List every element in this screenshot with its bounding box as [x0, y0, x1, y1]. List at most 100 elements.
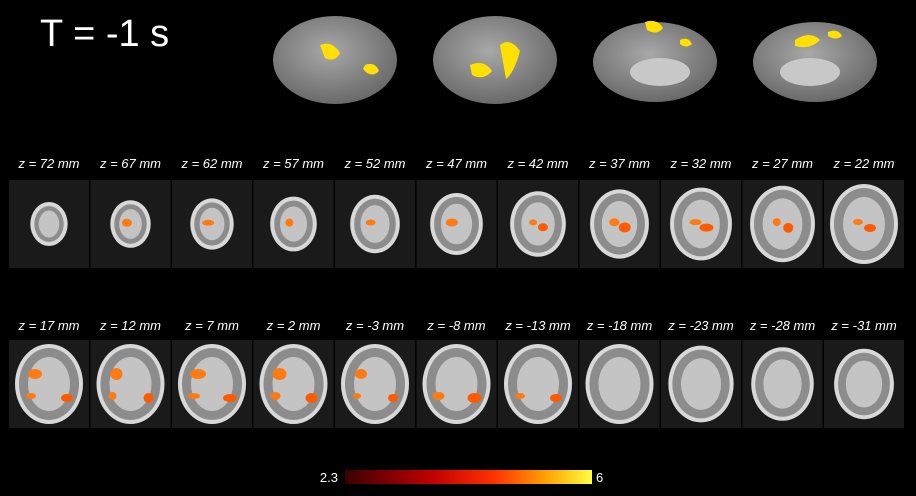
surface-renders [273, 16, 877, 104]
activation [445, 218, 458, 227]
activation [432, 392, 445, 400]
activation [26, 393, 36, 399]
slice [9, 180, 89, 268]
activation [783, 222, 794, 233]
slice [416, 340, 497, 428]
activation [143, 393, 154, 403]
slice-label: z = 2 mm [266, 318, 321, 333]
white-matter [360, 205, 390, 243]
activation [202, 219, 215, 226]
activation [61, 394, 73, 402]
white-matter [763, 359, 802, 409]
slice-label: z = -28 mm [749, 318, 816, 333]
activation [609, 218, 620, 227]
slice-label: z = 27 mm [751, 156, 813, 171]
white-matter [517, 357, 559, 411]
activation [188, 393, 200, 399]
slice-label: z = 37 mm [588, 156, 650, 171]
slice [253, 180, 334, 268]
activation [537, 223, 548, 232]
white-matter [272, 357, 315, 411]
activation [467, 393, 482, 403]
slice-label: z = -23 mm [667, 318, 734, 333]
colorbar-min: 2.3 [320, 470, 338, 485]
slice-label: z = -18 mm [586, 318, 653, 333]
activation [699, 223, 714, 232]
activation [864, 224, 876, 232]
slice-label: z = 67 mm [99, 156, 161, 171]
activation [689, 219, 702, 226]
slice [335, 180, 415, 268]
slice [172, 180, 252, 268]
white-matter [279, 206, 308, 242]
white-matter [354, 357, 396, 411]
activation [270, 392, 281, 400]
slice [824, 180, 904, 268]
slice [661, 340, 741, 428]
white-matter [845, 360, 883, 408]
white-matter [680, 358, 722, 410]
activation [529, 219, 538, 226]
slice [498, 180, 578, 268]
slice-label: z = 12 mm [99, 318, 161, 333]
slice-label: z = -3 mm [345, 318, 404, 333]
slice [90, 340, 171, 428]
white-matter [28, 357, 70, 411]
slice [416, 180, 497, 268]
activation [618, 222, 631, 233]
activation [110, 368, 123, 380]
activation [190, 369, 206, 379]
white-matter [762, 198, 803, 250]
white-matter [521, 202, 555, 246]
slice-label: z = -31 mm [830, 318, 897, 333]
activation [853, 219, 863, 225]
white-matter [191, 357, 233, 411]
activation [272, 368, 287, 380]
slice-label: z = 52 mm [343, 156, 405, 171]
slice-label: z = 32 mm [669, 156, 731, 171]
slice [498, 340, 578, 428]
colorbar-gradient [345, 470, 592, 484]
white-matter [38, 210, 60, 238]
slice-label: z = 72 mm [17, 156, 79, 171]
white-matter [598, 357, 641, 411]
slice [579, 340, 660, 428]
slice-label: z = 47 mm [425, 156, 487, 171]
slice-label: z = -8 mm [426, 318, 485, 333]
slice [90, 180, 171, 268]
slice-label: z = 17 mm [17, 318, 79, 333]
activation [772, 218, 781, 227]
white-matter [601, 201, 638, 247]
slice [824, 340, 904, 428]
slice [253, 340, 334, 428]
white-matter [109, 357, 152, 411]
activation [550, 394, 562, 402]
colorbar-max: 6 [596, 470, 603, 485]
slice-label: z = 7 mm [184, 318, 239, 333]
slice-label: z = 57 mm [262, 156, 324, 171]
activation [388, 394, 398, 402]
white-matter [843, 197, 885, 251]
activation [285, 218, 294, 227]
activation [108, 392, 117, 400]
slice [172, 340, 252, 428]
colorbar: 2.3 6 [320, 470, 603, 485]
slice [9, 340, 89, 428]
slice-label: z = 42 mm [506, 156, 568, 171]
slice-label: z = -13 mm [504, 318, 571, 333]
activation [305, 393, 318, 403]
slice-label: z = 22 mm [832, 156, 894, 171]
activation [355, 369, 367, 379]
activation [365, 219, 376, 226]
slice [742, 340, 823, 428]
slice [579, 180, 660, 268]
white-matter [682, 199, 720, 249]
activation [353, 393, 361, 399]
activation [515, 393, 525, 399]
slice [335, 340, 415, 428]
slice-label: z = 62 mm [180, 156, 242, 171]
slice [661, 180, 741, 268]
activation [28, 369, 42, 379]
activation [121, 218, 132, 227]
